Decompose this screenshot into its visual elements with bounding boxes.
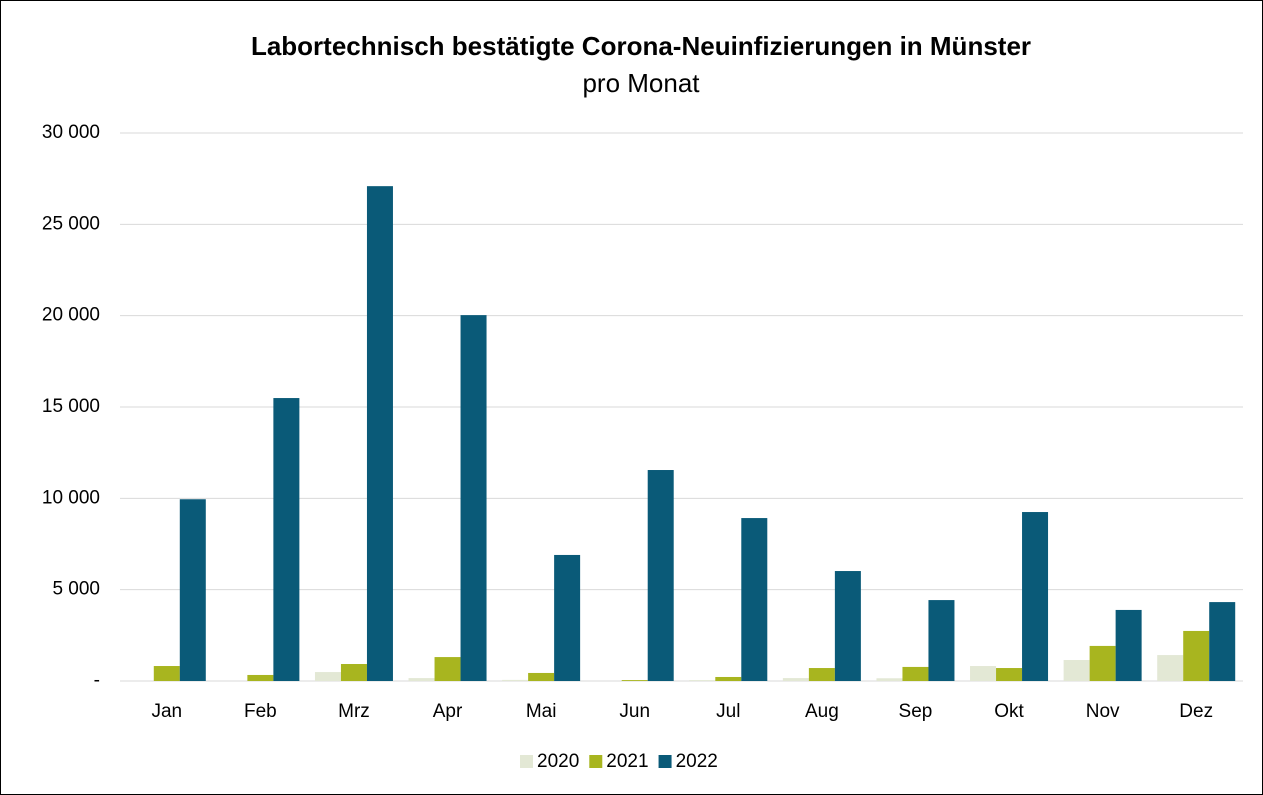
bar (1157, 655, 1184, 681)
legend-label: 2020 (537, 751, 579, 772)
bar (1089, 645, 1116, 681)
bar (808, 668, 835, 681)
x-tick-label: Okt (994, 701, 1024, 722)
bar (876, 678, 903, 681)
bar (153, 666, 180, 681)
y-tick-label: 30 000 (42, 122, 100, 143)
bar (715, 676, 742, 681)
bar (502, 679, 529, 681)
bar (554, 554, 581, 681)
x-tick-label: Nov (1086, 701, 1120, 722)
legend-swatch (520, 755, 533, 768)
x-tick-label: Jun (619, 701, 650, 722)
bar (247, 674, 274, 681)
bar (834, 571, 861, 681)
x-tick-label: Feb (244, 701, 277, 722)
y-tick-label: 20 000 (42, 305, 100, 326)
bar (689, 680, 716, 681)
legend-label: 2022 (676, 751, 718, 772)
x-tick-label: Jan (151, 701, 182, 722)
bar (1115, 609, 1142, 681)
bar (621, 680, 648, 681)
legend-label: 2021 (606, 751, 648, 772)
bar (928, 600, 955, 681)
bar (902, 666, 929, 681)
bar (970, 666, 997, 681)
bar (366, 186, 393, 681)
bar (996, 668, 1023, 681)
y-tick-label: - (94, 670, 100, 691)
bar (460, 315, 487, 681)
x-tick-label: Mai (526, 701, 557, 722)
x-tick-label: Sep (899, 701, 933, 722)
x-tick-label: Mrz (338, 701, 370, 722)
x-tick-label: Apr (433, 701, 463, 722)
bar (528, 672, 555, 681)
x-tick-label: Jul (716, 701, 740, 722)
bar (408, 678, 435, 681)
legend-swatch (589, 755, 603, 768)
bar (340, 664, 367, 681)
y-tick-label: 10 000 (42, 487, 100, 508)
chart-subtitle: pro Monat (582, 68, 700, 98)
bar (1209, 602, 1236, 681)
y-tick-label: 5 000 (52, 579, 100, 600)
bar (273, 398, 300, 681)
bar (179, 499, 206, 681)
bar (782, 678, 809, 681)
bar (1183, 630, 1210, 681)
bar (647, 470, 674, 681)
bar (1022, 512, 1049, 681)
bar (741, 518, 768, 681)
x-tick-label: Dez (1179, 701, 1213, 722)
chart-title: Labortechnisch bestätigte Corona-Neuinfi… (251, 31, 1031, 61)
legend-swatch (658, 755, 672, 768)
y-tick-label: 25 000 (42, 213, 100, 234)
bar (314, 672, 341, 681)
y-tick-label: 15 000 (42, 396, 100, 417)
x-tick-label: Aug (805, 701, 839, 722)
bar (1063, 659, 1090, 681)
bar (434, 657, 461, 681)
